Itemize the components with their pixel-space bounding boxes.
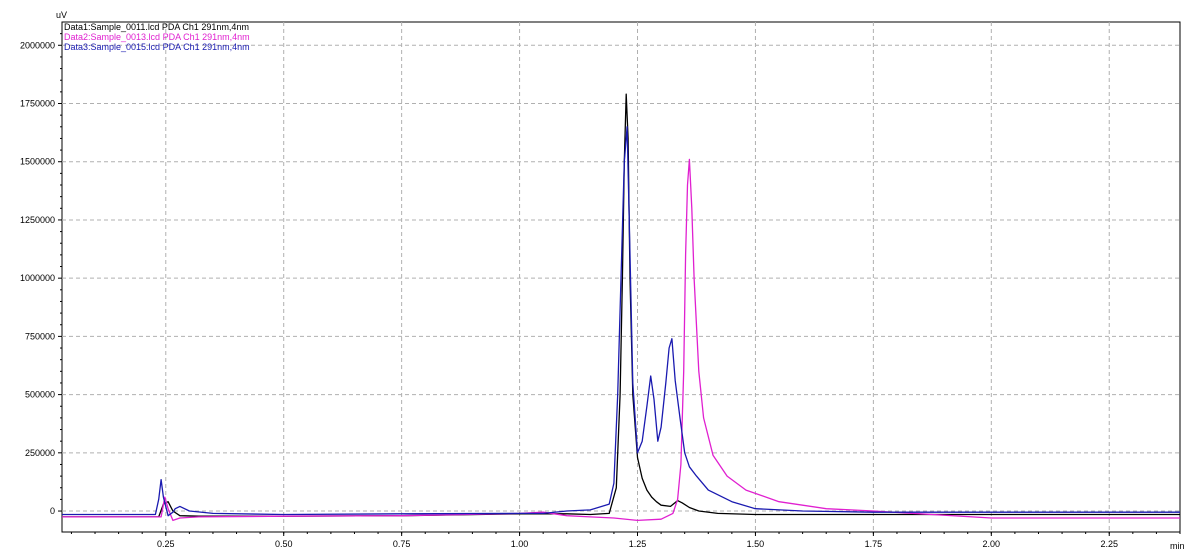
y-tick-label: 0: [50, 506, 55, 516]
y-tick-label: 1250000: [20, 215, 55, 225]
y-tick-label: 1750000: [20, 99, 55, 109]
y-tick-label: 500000: [25, 390, 55, 400]
x-tick-label: 2.00: [983, 539, 1001, 549]
x-tick-label: 1.50: [747, 539, 765, 549]
x-tick-label: 0.50: [275, 539, 293, 549]
x-tick-label: 0.25: [157, 539, 175, 549]
legend-entry-1: Data1:Sample_0011.lcd PDA Ch1 291nm,4nm: [64, 22, 249, 32]
series-line-1: [62, 93, 1180, 518]
series-line-3: [62, 126, 1180, 517]
y-tick-label: 1000000: [20, 273, 55, 283]
legend-entry-3: Data3:Sample_0015.lcd PDA Ch1 291nm,4nm: [64, 42, 250, 52]
legend-entry-2: Data2:Sample_0013.lcd PDA Ch1 291nm,4nm: [64, 32, 250, 42]
y-tick-label: 250000: [25, 448, 55, 458]
series-lines: [62, 93, 1180, 522]
x-tick-label: 1.75: [865, 539, 883, 549]
x-tick-label: 0.75: [393, 539, 411, 549]
series-line-2: [62, 158, 1180, 522]
y-axis-unit-label: uV: [56, 10, 67, 20]
y-tick-label: 1500000: [20, 157, 55, 167]
x-tick-label: 1.25: [629, 539, 647, 549]
x-tick-label: 2.25: [1100, 539, 1118, 549]
x-tick-label: 1.00: [511, 539, 529, 549]
x-axis-unit-label: min: [1170, 541, 1184, 551]
grid-lines: [62, 22, 1180, 532]
legend: Data1:Sample_0011.lcd PDA Ch1 291nm,4nmD…: [64, 22, 250, 52]
y-tick-label: 750000: [25, 331, 55, 341]
axes: 0.25 0.50 0.75 1.00 1.25 1.50 1.75 2.00 2.25 0 250…: [20, 33, 1181, 549]
y-tick-label: 2000000: [20, 40, 55, 50]
plot-border: [61, 21, 1181, 533]
